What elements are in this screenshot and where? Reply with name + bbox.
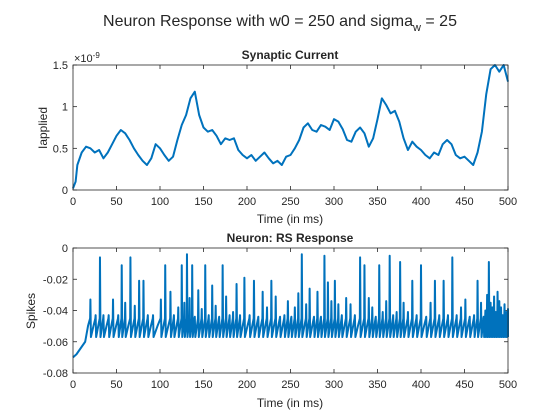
figure-title-subscript: w [412,22,421,34]
neuron-response-y-tick-label: -0.04 [43,306,68,318]
synaptic-current-y-label: Iapplied [36,107,50,149]
neuron-response-x-label: Time (in ms) [257,396,323,410]
synaptic-current-x-tick-label: 300 [325,196,343,208]
figure-title-main: Neuron Response with w0 = 250 and sigma [103,13,413,30]
neuron-response-x-tick-label: 150 [194,379,212,391]
neuron-response-y-label: Spikes [24,293,38,329]
synaptic-current-y-tick-label: 0.5 [53,143,68,155]
neuron-response-x-tick-label: 400 [412,379,430,391]
synaptic-current-x-tick-label: 450 [455,196,473,208]
synaptic-current-title: Synaptic Current [242,48,339,62]
neuron-response-y-tick-label: 0 [62,243,68,255]
synaptic-current-plot: Synaptic Current ×10-9 0 50 100 150 200 250 30… [36,48,517,226]
neuron-response-plot: Neuron: RS Response 0 50 100 150 200 250 300 35… [24,231,517,410]
synaptic-current-x-tick-label: 50 [110,196,122,208]
neuron-response-x-tick-label: 50 [110,379,122,391]
synaptic-current-y-tick-label: 1.5 [53,60,68,72]
neuron-response-x-tick-label: 200 [238,379,256,391]
synaptic-current-ticks: 0 50 100 150 200 250 300 350 400 450 500 0 0.5 1 1.5 [53,60,517,208]
synaptic-current-x-label: Time (in ms) [257,212,323,226]
synaptic-current-x-tick-label: 500 [499,196,517,208]
synaptic-current-x-tick-label: 400 [412,196,430,208]
neuron-response-x-tick-label: 250 [281,379,299,391]
synaptic-current-x-tick-label: 150 [194,196,212,208]
neuron-response-axes-box [72,247,509,374]
synaptic-current-axes-box [72,64,509,191]
synaptic-current-x-tick-label: 250 [281,196,299,208]
synaptic-current-x-tick-label: 0 [70,196,76,208]
neuron-response-x-tick-label: 300 [325,379,343,391]
synaptic-current-y-tick-label: 0 [62,185,68,197]
synaptic-current-exponent: ×10-9 [74,51,100,65]
neuron-response-x-tick-label: 500 [499,379,517,391]
neuron-response-x-tick-label: 100 [151,379,169,391]
synaptic-current-exponent-base: ×10 [74,53,93,65]
figure-title: Neuron Response with w0 = 250 and sigmaw… [103,13,457,34]
neuron-response-y-tick-label: -0.08 [43,368,68,380]
neuron-response-x-tick-label: 350 [368,379,386,391]
neuron-response-y-tick-label: -0.02 [43,274,68,286]
synaptic-current-exponent-power: -9 [93,51,101,60]
neuron-response-title: Neuron: RS Response [227,231,354,245]
neuron-response-line [72,253,509,359]
synaptic-current-x-tick-label: 200 [238,196,256,208]
synaptic-current-line [72,64,509,189]
figure-title-tail: = 25 [421,13,457,30]
synaptic-current-x-tick-label: 350 [368,196,386,208]
neuron-response-x-tick-label: 0 [70,379,76,391]
synaptic-current-y-tick-label: 1 [62,102,68,114]
neuron-response-x-tick-label: 450 [455,379,473,391]
neuron-response-y-tick-label: -0.06 [43,337,68,349]
synaptic-current-x-tick-label: 100 [151,196,169,208]
